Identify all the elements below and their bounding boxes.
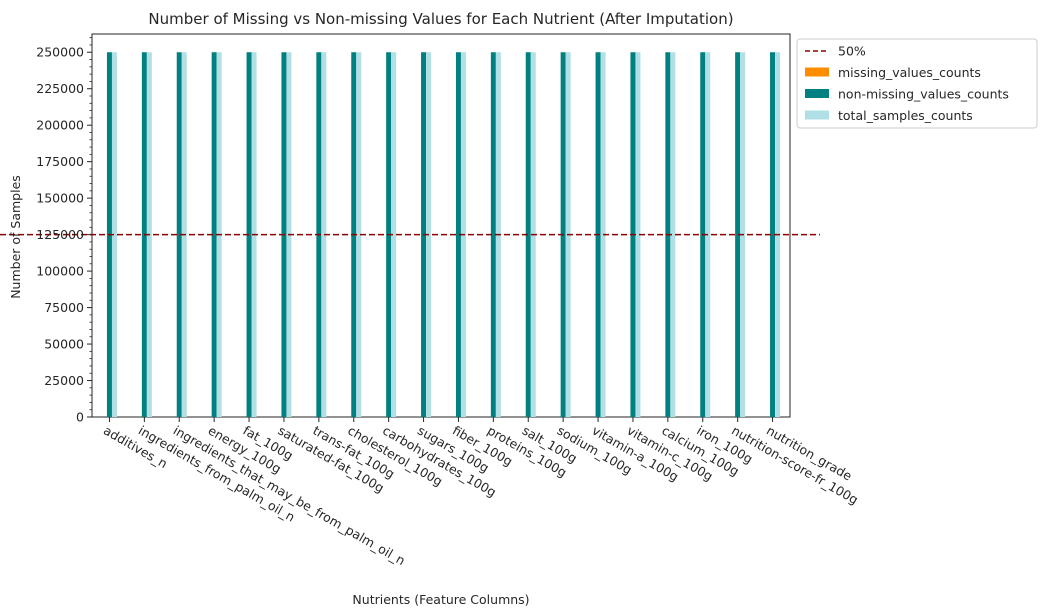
y-tick-label-75000: 75000 xyxy=(44,300,84,315)
bar-total_samples_counts-calcium_100g xyxy=(670,52,676,417)
bar-non-missing_values_counts-nutrition-score-fr_100g xyxy=(735,52,741,417)
bar-non-missing_values_counts-salt_100g xyxy=(525,52,531,417)
bar-non-missing_values_counts-nutrition_grade xyxy=(770,52,776,417)
bar-non-missing_values_counts-fat_100g xyxy=(246,52,252,417)
y-tick-label-100000: 100000 xyxy=(36,264,84,279)
y-tick-label-0: 0 xyxy=(76,410,84,425)
y-tick-label-175000: 175000 xyxy=(36,154,84,169)
legend-swatch-total_samples_counts xyxy=(805,110,829,120)
bar-non-missing_values_counts-ingredients_that_may_be_from_palm_oil_n xyxy=(176,52,182,417)
plot-area xyxy=(91,33,791,418)
y-tick-label-150000: 150000 xyxy=(36,191,84,206)
y-tick-label-50000: 50000 xyxy=(44,337,84,352)
bar-total_samples_counts-trans-fat_100g xyxy=(321,52,327,417)
y-tick-label-200000: 200000 xyxy=(36,118,84,133)
bar-total_samples_counts-additives_n xyxy=(111,52,117,417)
y-axis: 0 25000 50000 75000 100000 125000 150000 175000… xyxy=(36,37,92,425)
legend-label-total_samples_counts: total_samples_counts xyxy=(838,108,973,123)
plot-frame xyxy=(91,33,791,418)
x-axis-label: Nutrients (Feature Columns) xyxy=(352,592,529,607)
legend-swatch-non-missing_values_counts xyxy=(805,89,829,98)
y-tick-label-225000: 225000 xyxy=(36,81,84,96)
bar-total_samples_counts-carbohydrates_100g xyxy=(391,52,397,417)
chart-title: Number of Missing vs Non-missing Values … xyxy=(148,10,733,28)
bar-total_samples_counts-cholesterol_100g xyxy=(356,52,362,417)
x-axis: additives_ningredients_from_palm_oil_nin… xyxy=(101,417,861,568)
legend-label-reference-line: 50% xyxy=(838,44,866,59)
y-axis-label: Number of Samples xyxy=(8,175,23,299)
y-tick-label-250000: 250000 xyxy=(36,45,84,60)
bar-non-missing_values_counts-proteins_100g xyxy=(490,52,496,417)
legend: 50% missing_values_counts non-missing_valu… xyxy=(796,38,1038,129)
legend-swatch-missing_values_counts xyxy=(805,67,829,77)
legend-frame xyxy=(796,38,1038,129)
legend-label-missing_values_counts: missing_values_counts xyxy=(838,65,981,80)
legend-label-non-missing_values_counts: non-missing_values_counts xyxy=(838,87,1009,102)
bar-non-missing_values_counts-fiber_100g xyxy=(455,52,461,417)
y-tick-label-25000: 25000 xyxy=(44,373,84,388)
bar-total_samples_counts-vitamin-c_100g xyxy=(635,52,641,417)
bar-non-missing_values_counts-energy_100g xyxy=(211,52,217,417)
y-tick-label-125000: 125000 xyxy=(36,227,84,242)
